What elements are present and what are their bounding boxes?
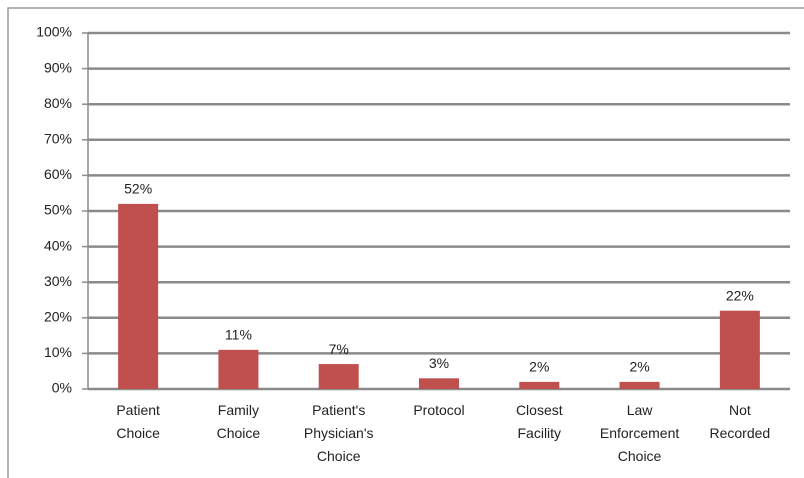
- bar: [519, 381, 560, 389]
- x-tick-label: Law Enforcement Choice: [600, 402, 679, 464]
- y-tick-label: 90%: [44, 59, 72, 75]
- y-tick-label: 80%: [44, 95, 72, 111]
- x-tick-label: Patient Choice: [116, 402, 160, 441]
- y-tick-label: 60%: [44, 166, 72, 182]
- y-tick-label: 30%: [44, 273, 72, 289]
- bar: [118, 203, 159, 389]
- y-tick-label: 0%: [52, 380, 72, 396]
- y-tick-label: 50%: [44, 202, 72, 218]
- x-tick-label: Protocol: [413, 402, 464, 418]
- y-tick-label: 40%: [44, 237, 72, 253]
- bar: [419, 378, 459, 389]
- y-tick-label: 100%: [36, 24, 72, 40]
- data-label: 22%: [726, 287, 754, 303]
- x-tick-label: Not Recorded: [710, 402, 771, 441]
- x-tick-label: Family Choice: [217, 402, 261, 441]
- data-label: 2%: [629, 359, 649, 375]
- chart-frame: [7, 7, 804, 478]
- bar: [318, 364, 359, 389]
- data-label: 7%: [329, 341, 349, 357]
- y-tick-label: 20%: [44, 309, 72, 325]
- y-tick-label: 70%: [44, 131, 72, 147]
- x-tick-label: Closest Facility: [516, 402, 563, 441]
- y-tick-label: 10%: [44, 344, 72, 360]
- bar: [619, 381, 660, 389]
- data-label: 52%: [124, 181, 152, 197]
- bar: [218, 349, 259, 389]
- data-label: 2%: [529, 359, 549, 375]
- data-label: 3%: [429, 355, 449, 371]
- data-label: 11%: [225, 327, 252, 343]
- x-tick-label: Patient's Physician's Choice: [304, 402, 374, 464]
- bar: [719, 310, 760, 389]
